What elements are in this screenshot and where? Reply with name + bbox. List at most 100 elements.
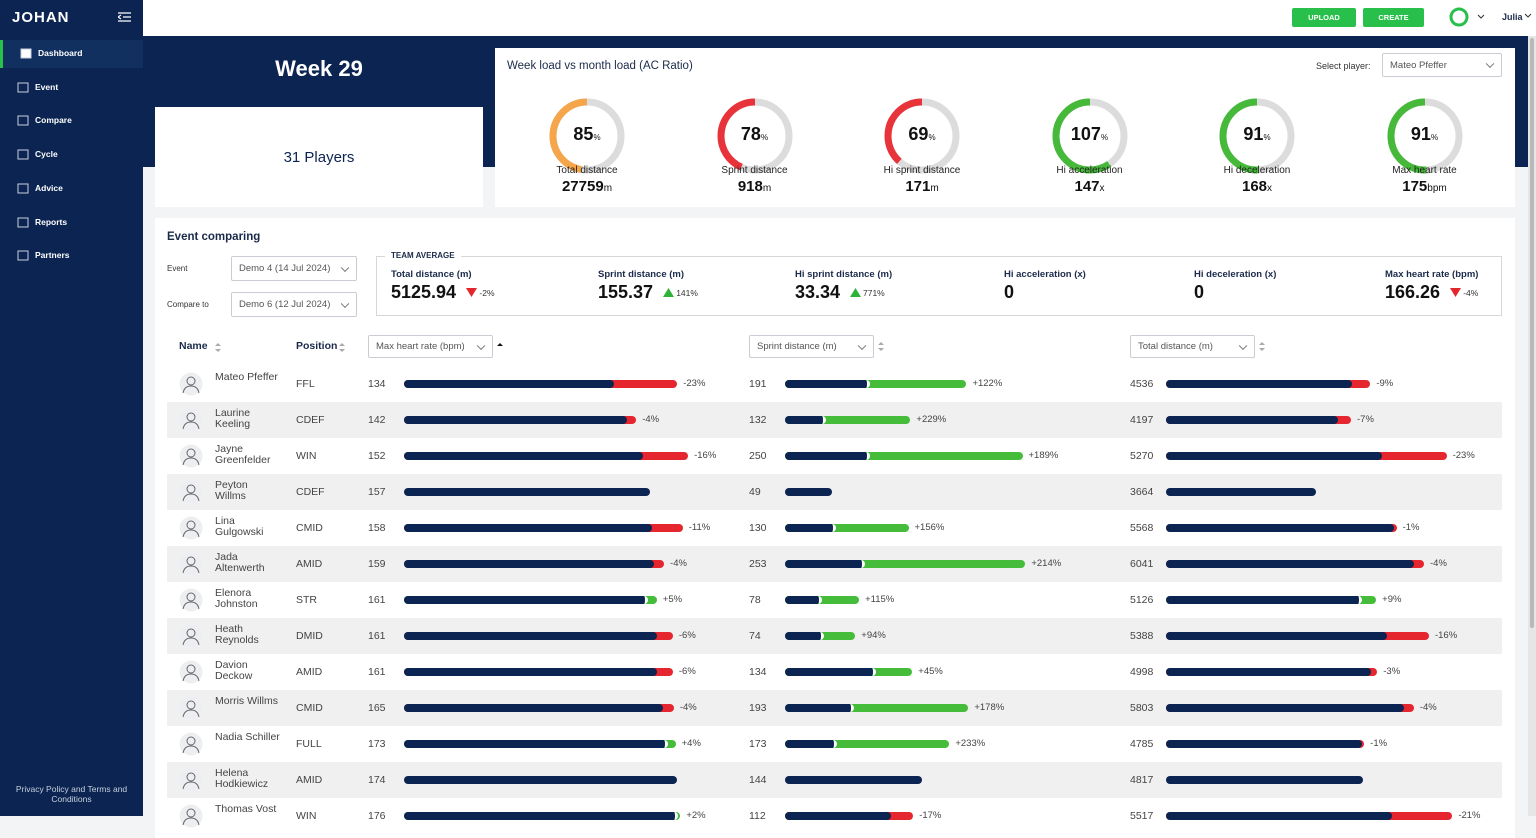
value-bar [404, 596, 648, 604]
avatar-shape [182, 448, 200, 466]
change-label: -6% [678, 630, 696, 641]
value-bar [785, 560, 865, 568]
menu-toggle[interactable] [118, 12, 132, 22]
menu-label: Partners [35, 250, 70, 261]
metric-value: 78 [749, 594, 761, 606]
metric-value: 5126 [1130, 594, 1154, 606]
sort-icon[interactable] [1259, 342, 1265, 351]
change-arrow [466, 288, 478, 297]
compare-select[interactable]: Demo 6 (12 Jul 2024) [231, 292, 357, 317]
player-select[interactable]: Mateo Pfeffer [1382, 53, 1502, 77]
change-arrow [850, 288, 861, 297]
menu-item[interactable]: Dashboard [0, 40, 143, 68]
value-bar [785, 416, 827, 424]
metric-value: 0 [1194, 282, 1205, 302]
player-position: AMID [296, 666, 323, 678]
table-row: Laurine Keeling CDEF 142 -4% 132 +229% 4197 -7% [167, 402, 1502, 438]
icon-shape [17, 115, 29, 126]
player-name: Thomas Vost [215, 803, 277, 815]
gauge-value-unit: bpm [1427, 183, 1447, 194]
metric-select[interactable]: Total distance (m) [1130, 335, 1255, 358]
event-label: Event [167, 264, 188, 273]
metric-label: Sprint distance (m) [598, 269, 685, 280]
value-bar [1166, 488, 1317, 496]
sort-icon[interactable] [497, 342, 503, 351]
player-position: FFL [296, 378, 315, 390]
metric-select-value: Max heart rate (bpm) [376, 341, 465, 352]
change-bar [785, 452, 1023, 460]
gauge-value: 171m [842, 178, 1002, 195]
player-name: Jayne Greenfelder [215, 443, 271, 466]
change-label: -2% [479, 288, 495, 298]
change-bar [785, 704, 969, 712]
name-header[interactable]: Name [179, 340, 208, 352]
menu-item[interactable]: Cycle [0, 141, 143, 169]
avatar-bg [179, 372, 203, 396]
value-bar [404, 740, 669, 748]
sort-icon[interactable] [878, 342, 884, 351]
value-bar [404, 488, 651, 496]
gauge [1219, 98, 1295, 174]
sort-shape [215, 343, 221, 352]
gauge-arc [549, 98, 625, 174]
footer-link[interactable]: Privacy Policy and Terms and Conditions [15, 784, 128, 804]
metric-value: 33.34 [795, 282, 841, 302]
gauge-value-number: 918 [737, 178, 763, 195]
user-menu[interactable]: Julia [1502, 12, 1523, 22]
gauge-percent: 107% [1048, 124, 1132, 145]
player-name: Jada Altenwerth [215, 551, 265, 574]
menu-item[interactable]: Reports [0, 209, 143, 237]
avatar [179, 408, 203, 432]
event-select[interactable]: Demo 4 (14 Jul 2024) [231, 256, 357, 281]
player-name: Elenora Johnston [215, 587, 258, 610]
player-position: FULL [296, 738, 322, 750]
icon-shape [17, 82, 29, 93]
metric-value: 4785 [1130, 738, 1154, 750]
avatar [179, 588, 203, 612]
metric-label: Hi deceleration (x) [1194, 269, 1277, 280]
value-bar [785, 380, 870, 388]
sort-shape [1259, 342, 1265, 351]
gauge-label: Sprint distance [721, 165, 788, 176]
player-name: Nadia Schiller [215, 731, 280, 743]
create-button[interactable]: CREATE [1363, 8, 1424, 27]
avatar-bg [179, 408, 203, 432]
change-label: -23% [683, 378, 706, 389]
position-header[interactable]: Position [296, 340, 338, 352]
metric-select[interactable]: Sprint distance (m) [749, 335, 874, 358]
menu-item[interactable]: Partners [0, 242, 143, 270]
metric-select-value: Sprint distance (m) [757, 341, 837, 352]
change-bar [785, 560, 1026, 568]
gauge-percent-unit: % [760, 133, 769, 142]
table-row: Morris Willms CMID 165 -4% 193 +178% 5803 -4% [167, 690, 1502, 726]
upload-button[interactable]: UPLOAD [1292, 8, 1356, 27]
menu-item[interactable]: Event [0, 74, 143, 102]
change-label: +9% [1382, 594, 1402, 605]
gauge-value-number: 175 [1402, 178, 1428, 195]
player-name: Morris Willms [215, 695, 278, 707]
menu-item[interactable]: Compare [0, 107, 143, 135]
change-label: +156% [914, 522, 945, 533]
change-label: +233% [955, 738, 986, 749]
metric-label: Hi sprint distance (m) [795, 269, 893, 280]
menu-label: Advice [35, 182, 63, 193]
avatar [179, 516, 203, 540]
change-arrow [1450, 288, 1462, 297]
sort-icon[interactable] [339, 343, 345, 352]
metric-value: 165 [368, 702, 386, 714]
player-position: STR [296, 594, 317, 606]
logo[interactable]: JOHAN [12, 9, 70, 26]
change-label: 771% [863, 288, 885, 298]
gauge-value: 168x [1177, 178, 1337, 195]
status-ring[interactable] [1449, 7, 1489, 29]
sort-icon[interactable] [215, 343, 221, 352]
change-label: -16% [694, 450, 717, 461]
avatar-bg [179, 732, 203, 756]
gauge-arc [1052, 98, 1127, 174]
menu-icon [17, 183, 29, 194]
icon-shape [17, 217, 29, 227]
menu-item[interactable]: Advice [0, 175, 143, 203]
metric-select[interactable]: Max heart rate (bpm) [368, 335, 493, 358]
value-bar [404, 452, 643, 460]
